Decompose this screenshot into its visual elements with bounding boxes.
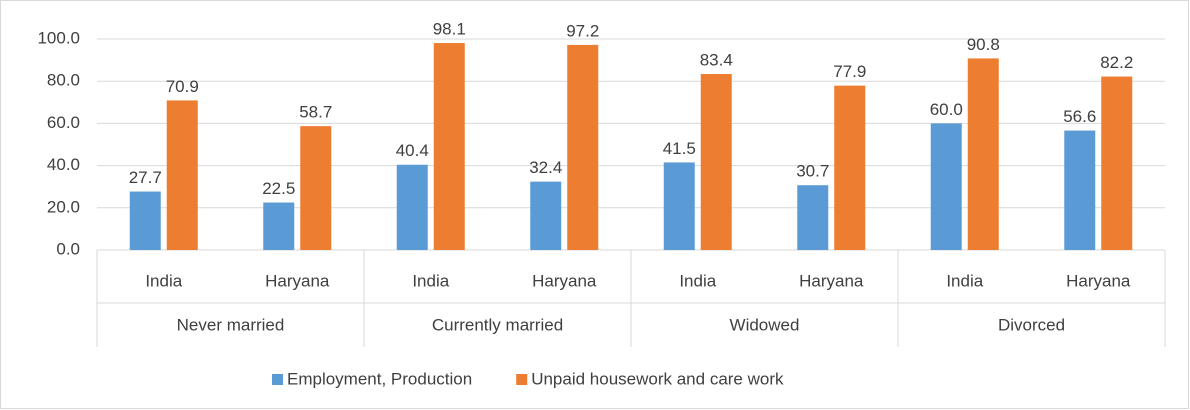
data-label: 83.4 (700, 51, 733, 70)
bar (797, 185, 829, 250)
bar (1101, 76, 1133, 250)
data-label: 30.7 (796, 162, 829, 181)
data-label: 90.8 (967, 35, 1000, 54)
bar (300, 126, 332, 250)
group-label: Currently married (432, 315, 563, 334)
data-label: 32.4 (529, 158, 562, 177)
bar (129, 191, 161, 250)
data-label: 82.2 (1100, 53, 1133, 72)
group-label: Never married (177, 315, 285, 334)
y-tick-label: 100.0 (37, 28, 80, 47)
x-tick-label: India (946, 271, 983, 290)
bar (166, 100, 198, 250)
bar (834, 85, 866, 250)
legend-label: Unpaid housework and care work (531, 369, 784, 388)
x-tick-label: Haryana (799, 271, 864, 290)
bar (530, 181, 562, 250)
data-label: 98.1 (433, 19, 466, 38)
bar (396, 164, 428, 250)
bar (1064, 130, 1096, 250)
group-label: Divorced (998, 315, 1065, 334)
data-label: 58.7 (299, 103, 332, 122)
data-label: 40.4 (396, 141, 429, 160)
x-tick-label: Haryana (1066, 271, 1131, 290)
y-tick-label: 40.0 (47, 155, 80, 174)
legend-label: Employment, Production (287, 369, 472, 388)
data-label: 27.7 (129, 168, 162, 187)
bar (567, 44, 599, 250)
x-tick-label: India (145, 271, 182, 290)
bar (663, 162, 695, 250)
data-label: 56.6 (1063, 107, 1096, 126)
bar (263, 202, 295, 250)
y-tick-label: 0.0 (56, 239, 80, 258)
x-tick-label: India (412, 271, 449, 290)
data-label: 41.5 (663, 139, 696, 158)
data-label: 77.9 (833, 62, 866, 81)
legend-swatch (272, 374, 283, 385)
group-label: Widowed (730, 315, 800, 334)
y-tick-label: 20.0 (47, 197, 80, 216)
x-tick-label: Haryana (265, 271, 330, 290)
data-label: 60.0 (930, 100, 963, 119)
y-tick-label: 60.0 (47, 113, 80, 132)
data-label: 22.5 (262, 179, 295, 198)
bar (433, 43, 465, 250)
x-tick-label: Haryana (532, 271, 597, 290)
bar (930, 123, 962, 250)
x-tick-label: India (679, 271, 716, 290)
legend-swatch (516, 374, 528, 385)
data-label: 70.9 (166, 77, 199, 96)
y-tick-label: 80.0 (47, 71, 80, 90)
data-label: 97.2 (566, 21, 599, 40)
bar (967, 58, 999, 250)
bar (700, 74, 732, 250)
